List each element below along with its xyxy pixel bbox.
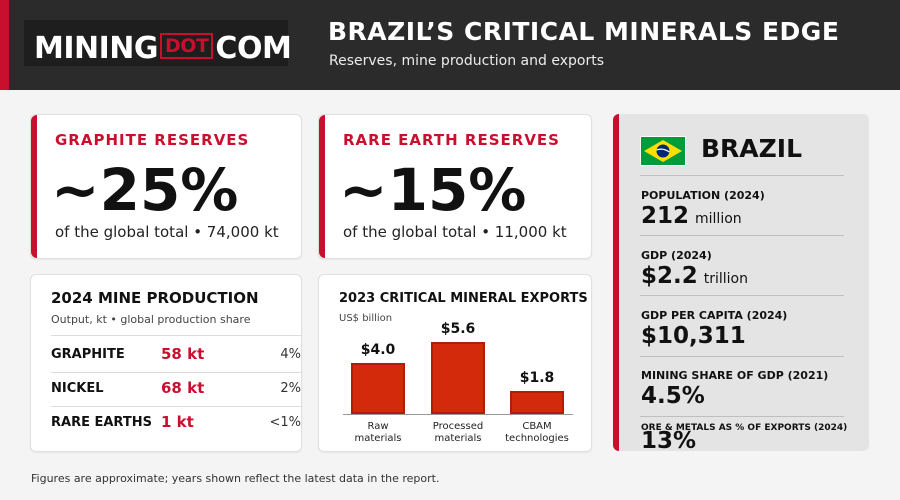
panel-divider <box>640 295 844 296</box>
mining-dot-com-logo[interactable]: MINING DOT COM <box>34 28 292 67</box>
header-banner: MINING DOT COM BRAZIL’S CRITICAL MINERALS … <box>0 0 900 90</box>
row-divider <box>51 335 301 336</box>
mineral-output: 68 kt <box>161 379 205 397</box>
production-row: NICKEL 68 kt 2% <box>51 373 301 407</box>
panel-accent-bar <box>613 114 619 451</box>
bar-value-label: $4.0 <box>360 341 396 358</box>
population-value: 212 million <box>641 203 742 229</box>
card-accent-bar <box>31 115 37 258</box>
gdp-per-capita-value: $10,311 <box>641 323 746 349</box>
chart-baseline <box>343 414 573 415</box>
rare-earth-reserves-label: RARE EARTH RESERVES <box>343 131 560 149</box>
graphite-reserves-value: ~25% <box>51 156 239 224</box>
bar-value-label: $5.6 <box>440 321 476 337</box>
gdp-value: $2.2 trillion <box>641 263 748 289</box>
stat-number: $2.2 <box>641 263 698 289</box>
chart-ylabel: US$ billion <box>339 313 393 324</box>
logo-text-dot: DOT <box>160 33 214 59</box>
rare-earth-reserves-value: ~15% <box>339 156 527 224</box>
production-title: 2024 MINE PRODUCTION <box>51 289 259 307</box>
bar-value-label: $1.8 <box>519 369 555 386</box>
mineral-output: 58 kt <box>161 345 205 363</box>
gdp-per-capita-label: GDP PER CAPITA (2024) <box>641 309 788 322</box>
page-subtitle: Reserves, mine production and exports <box>329 53 604 69</box>
ore-metals-value: 13% <box>641 428 697 454</box>
mining-share-label: MINING SHARE OF GDP (2021) <box>641 369 829 382</box>
footnote: Figures are approximate; years shown ref… <box>31 472 440 485</box>
ore-metals-label: ORE & METALS AS % OF EXPORTS (2024) <box>641 423 848 433</box>
panel-divider <box>640 175 844 176</box>
country-name: BRAZIL <box>701 134 803 163</box>
bar-category-label: CBAM technologies <box>505 421 569 444</box>
production-subtitle: Output, kt • global production share <box>51 313 251 326</box>
brazil-flag-icon <box>640 136 686 166</box>
graphite-reserves-card: GRAPHITE RESERVES ~25% of the global tot… <box>30 114 302 259</box>
bar-1 <box>351 362 405 414</box>
panel-divider <box>640 235 844 236</box>
bar-category-label: Raw materials <box>354 421 402 444</box>
chart-title: 2023 CRITICAL MINERAL EXPORTS <box>339 291 588 306</box>
mine-production-card: 2024 MINE PRODUCTION Output, kt • global… <box>30 274 302 452</box>
stat-unit: trillion <box>703 271 748 287</box>
country-panel: BRAZIL POPULATION (2024) 212 million GDP … <box>613 114 869 454</box>
bar-category-label: Processed materials <box>432 421 484 444</box>
card-accent-bar <box>319 115 325 258</box>
mining-share-value: 4.5% <box>641 383 705 409</box>
gdp-label: GDP (2024) <box>641 249 712 262</box>
logo-text-right: COM <box>215 31 292 66</box>
production-row: GRAPHITE 58 kt 4% <box>51 339 301 373</box>
mineral-name: GRAPHITE <box>51 347 125 362</box>
flag-band <box>656 148 670 153</box>
mineral-share: 4% <box>280 347 301 362</box>
exports-chart-card: 2023 CRITICAL MINERAL EXPORTS US$ billio… <box>318 274 592 452</box>
flag-globe <box>656 144 670 158</box>
mineral-share: <1% <box>269 415 301 430</box>
graphite-reserves-footnote: of the global total • 74,000 kt <box>55 223 279 241</box>
page-title: BRAZIL’S CRITICAL MINERALS EDGE <box>328 17 840 46</box>
header-accent-bar <box>0 0 9 90</box>
graphite-reserves-label: GRAPHITE RESERVES <box>55 131 250 149</box>
production-row: RARE EARTHS 1 kt <1% <box>51 407 301 441</box>
bar-2 <box>431 342 485 414</box>
mineral-name: RARE EARTHS <box>51 415 152 430</box>
panel-divider <box>640 356 844 357</box>
mineral-share: 2% <box>280 381 301 396</box>
stat-unit: million <box>695 211 742 227</box>
row-divider <box>51 406 301 407</box>
logo-background <box>24 20 288 66</box>
bar-3 <box>510 390 564 414</box>
row-divider <box>51 372 301 373</box>
mineral-output: 1 kt <box>161 413 194 431</box>
logo-text-left: MINING <box>34 31 159 66</box>
rare-earth-reserves-card: RARE EARTH RESERVES ~15% of the global t… <box>318 114 592 259</box>
rare-earth-reserves-footnote: of the global total • 11,000 kt <box>343 223 567 241</box>
panel-divider <box>640 416 844 417</box>
population-label: POPULATION (2024) <box>641 189 765 202</box>
mineral-name: NICKEL <box>51 381 104 396</box>
stat-number: 212 <box>641 203 690 229</box>
